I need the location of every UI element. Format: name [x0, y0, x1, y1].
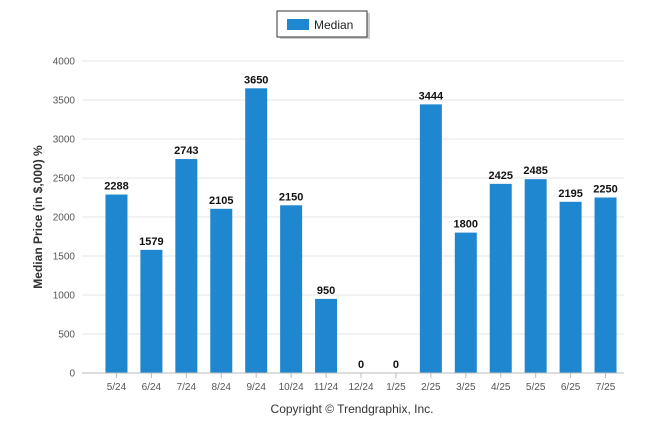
bar-7-25[interactable] — [594, 197, 617, 374]
data-label: 3650 — [244, 74, 268, 86]
y-axis-label: Median Price (in $,000) % — [31, 145, 45, 289]
bar-2-25[interactable] — [419, 104, 442, 374]
data-label: 3444 — [419, 90, 444, 102]
x-tick-label: 9/24 — [246, 382, 266, 393]
data-label: 0 — [358, 359, 364, 371]
legend-label-median: Median — [314, 18, 353, 32]
data-label: 2485 — [523, 165, 547, 177]
bar-9-24[interactable] — [245, 88, 268, 374]
data-label: 1579 — [139, 236, 163, 248]
x-tick-label: 5/25 — [526, 382, 546, 393]
y-tick-label: 2000 — [53, 213, 76, 224]
data-label: 2150 — [279, 191, 303, 203]
x-tick-label: 5/24 — [107, 382, 127, 393]
bars — [105, 88, 617, 374]
data-label: 950 — [317, 285, 335, 297]
x-tick-label: 7/24 — [177, 382, 197, 393]
data-label: 2195 — [558, 188, 582, 200]
legend[interactable]: Median — [276, 10, 370, 39]
bar-7-24[interactable] — [175, 159, 198, 373]
grid-lines — [82, 60, 624, 374]
y-tick-label: 1500 — [53, 252, 76, 263]
x-tick-label: 3/25 — [456, 382, 476, 393]
data-label: 2250 — [593, 184, 617, 196]
data-label: 2288 — [104, 181, 128, 193]
data-label: 1800 — [454, 219, 478, 231]
x-axis-ticks: 5/24 6/24 7/24 8/24 9/24 10/24 11/24 12/24 1/25 2… — [107, 373, 616, 393]
bar-11-24[interactable] — [315, 298, 338, 373]
y-tick-label: 3500 — [53, 96, 76, 107]
x-tick-label: 8/24 — [212, 382, 232, 393]
y-tick-label: 1000 — [53, 291, 76, 302]
bar-10-24[interactable] — [280, 205, 303, 373]
copyright-text: Copyright © Trendgraphix, Inc. — [271, 402, 434, 416]
data-label: 0 — [393, 359, 399, 371]
x-tick-label: 1/25 — [386, 382, 406, 393]
x-tick-label: 6/24 — [142, 382, 162, 393]
data-label: 2743 — [174, 145, 198, 157]
y-tick-label: 500 — [58, 330, 75, 341]
bar-6-25[interactable] — [559, 201, 582, 373]
x-tick-label: 10/24 — [279, 382, 304, 393]
y-tick-label: 3000 — [53, 135, 76, 146]
x-tick-label: 12/24 — [348, 382, 373, 393]
data-label: 2105 — [209, 195, 233, 207]
x-tick-label: 6/25 — [561, 382, 581, 393]
bar-6-24[interactable] — [140, 249, 163, 373]
data-labels: 2288 1579 2743 2105 3650 2150 950 0 0 3444 1800 242… — [104, 74, 618, 371]
x-tick-label: 4/25 — [491, 382, 511, 393]
bar-5-25[interactable] — [524, 179, 547, 373]
bar-8-24[interactable] — [210, 208, 233, 373]
y-tick-label: 0 — [69, 369, 75, 380]
bar-3-25[interactable] — [454, 232, 477, 373]
legend-swatch — [287, 19, 309, 30]
y-axis-ticks: 0 500 1000 1500 2000 2500 3000 3500 4000 — [53, 57, 76, 380]
x-tick-label: 7/25 — [596, 382, 616, 393]
x-tick-label: 11/24 — [314, 382, 339, 393]
y-tick-label: 4000 — [53, 57, 76, 68]
y-tick-label: 2500 — [53, 174, 76, 185]
bar-5-24[interactable] — [105, 194, 128, 373]
data-label: 2425 — [488, 170, 512, 182]
x-tick-label: 2/25 — [421, 382, 441, 393]
bar-4-25[interactable] — [489, 183, 512, 373]
